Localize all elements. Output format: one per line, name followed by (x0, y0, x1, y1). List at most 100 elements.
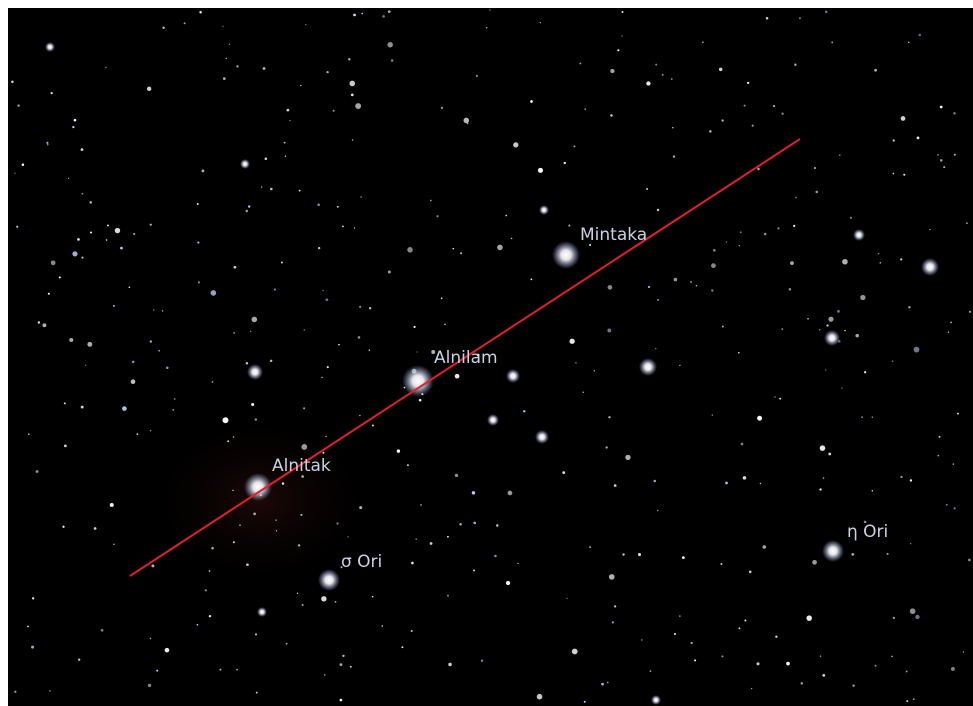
star (72, 126, 74, 128)
star (133, 233, 135, 235)
star (910, 608, 916, 614)
star-label: Alnilam (434, 348, 498, 368)
star (891, 656, 893, 658)
star (709, 130, 712, 133)
star-label: η Ori (847, 522, 888, 542)
star (575, 362, 576, 363)
star (621, 11, 623, 13)
star (232, 490, 233, 491)
star (358, 336, 361, 339)
bright-star (240, 159, 250, 169)
star (447, 536, 449, 538)
bright-star (921, 258, 939, 276)
star (820, 445, 826, 451)
star (250, 331, 251, 332)
star (812, 560, 817, 565)
star (42, 323, 46, 327)
star (460, 252, 462, 254)
star (572, 649, 578, 655)
star (815, 191, 818, 194)
star (270, 188, 273, 191)
star (674, 633, 676, 635)
star (340, 663, 343, 666)
star (954, 154, 956, 156)
star (950, 321, 952, 323)
star (274, 289, 276, 291)
star (199, 11, 202, 14)
star (150, 340, 152, 342)
star (610, 69, 614, 73)
star (81, 257, 83, 259)
star (325, 298, 328, 301)
star (822, 674, 825, 677)
star (340, 699, 343, 702)
star (355, 103, 361, 109)
star (352, 139, 353, 140)
star (968, 559, 971, 562)
star (153, 309, 154, 310)
star (81, 148, 84, 151)
star (594, 370, 596, 372)
star (496, 524, 498, 526)
star (842, 259, 848, 265)
star (36, 470, 39, 473)
star (162, 27, 164, 29)
star (943, 166, 945, 168)
star (946, 504, 947, 505)
star (401, 646, 403, 648)
star (951, 667, 955, 671)
star (608, 416, 610, 418)
star (467, 123, 469, 125)
star (101, 629, 104, 632)
star (338, 344, 340, 346)
star (223, 417, 229, 423)
star (223, 77, 226, 80)
star (64, 402, 66, 404)
star (910, 543, 911, 544)
star (725, 482, 728, 485)
star (662, 74, 664, 76)
star (106, 239, 108, 241)
star (476, 75, 478, 77)
star (89, 201, 92, 204)
star (321, 596, 326, 601)
star (110, 503, 114, 507)
star (786, 662, 790, 666)
star (726, 241, 727, 242)
bright-star (45, 42, 55, 52)
star (51, 260, 56, 265)
star (136, 433, 138, 435)
star (261, 186, 262, 187)
star (940, 106, 943, 109)
star (844, 330, 845, 331)
star (657, 299, 659, 301)
star (282, 482, 284, 484)
star (696, 285, 698, 287)
star (917, 136, 920, 139)
star (411, 562, 414, 565)
star (900, 258, 902, 260)
star (657, 510, 659, 512)
star (302, 604, 304, 606)
star (878, 253, 880, 255)
star (872, 416, 874, 418)
star (601, 683, 604, 686)
star (608, 285, 613, 290)
star (430, 200, 432, 202)
star (455, 374, 460, 379)
star (702, 41, 704, 43)
star (212, 381, 214, 383)
star (738, 352, 740, 354)
star (489, 9, 490, 10)
star (335, 601, 337, 603)
star (382, 15, 385, 18)
star (82, 193, 84, 195)
star (739, 245, 740, 246)
bright-star (822, 540, 844, 562)
page: MintakaAlnilamAlnitakσ Oriη Ori (() => {… (0, 0, 973, 706)
star (875, 665, 877, 667)
star (351, 94, 354, 97)
star (360, 196, 361, 197)
star (300, 85, 301, 86)
star (892, 360, 893, 361)
